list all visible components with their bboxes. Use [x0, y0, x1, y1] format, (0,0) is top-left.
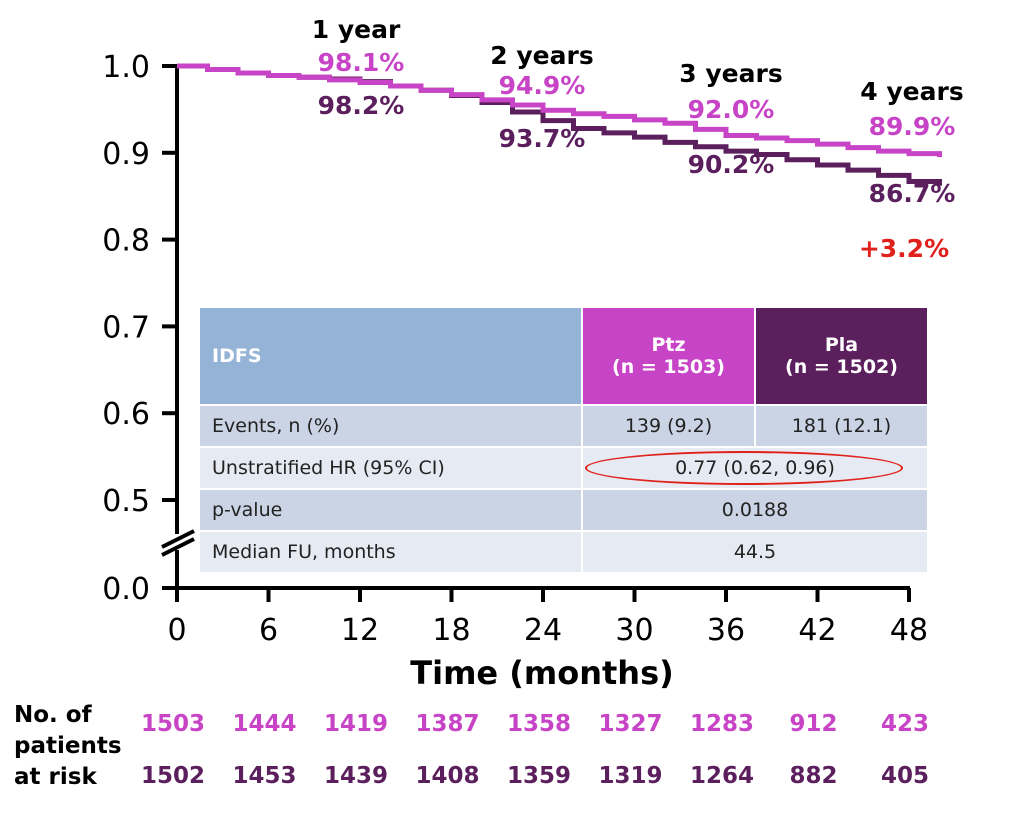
- annotation-pla-value: 98.2%: [318, 91, 405, 120]
- risk-number-pla: 1439: [323, 763, 388, 789]
- annotation-year-label: 1 year: [312, 15, 401, 44]
- difference-label: +3.2%: [859, 234, 949, 263]
- table-row-events: Events, n (%) 139 (9.2) 181 (12.1): [198, 404, 929, 448]
- risk-number-ptz: 423: [880, 711, 929, 737]
- p-value: 0.0188: [581, 488, 929, 532]
- risk-number-pla: 1264: [689, 763, 754, 789]
- annotation-ptz-value: 98.1%: [318, 48, 405, 77]
- header-pla-n: (n = 1502): [785, 356, 898, 378]
- x-tick-label: 30: [615, 613, 653, 648]
- header-idfs: IDFS: [198, 306, 583, 406]
- survival-curve-ptz: [177, 63, 942, 158]
- risk-label-line: No. of: [14, 702, 92, 728]
- highlight-ellipse: [585, 451, 903, 485]
- annotation-year-label: 2 years: [490, 41, 593, 70]
- risk-number-ptz: 1387: [415, 711, 480, 737]
- annotation-ptz-value: 89.9%: [869, 112, 956, 141]
- y-tick-label: 0.8: [102, 224, 150, 259]
- risk-number-ptz: 1419: [323, 711, 388, 737]
- y-axis: [161, 66, 195, 588]
- y-tick-label: 0.5: [102, 484, 150, 519]
- header-ptz-n: (n = 1503): [612, 356, 725, 378]
- annotation-2-years: 2 years 94.9% 93.7%: [490, 41, 593, 153]
- row-label: Unstratified HR (95% CI): [198, 446, 583, 490]
- header-ptz: Ptz (n = 1503): [581, 306, 756, 406]
- y-tick-label: 0.7: [102, 310, 150, 345]
- table-row-p-value: p-value 0.0188: [198, 488, 929, 532]
- y-tick-label: 0.9: [102, 137, 150, 172]
- x-tick-label: 36: [707, 613, 745, 648]
- y-ticks: 1.0 0.9 0.8 0.7 0.6 0.5 0.0: [102, 50, 177, 607]
- annotation-ptz-value: 92.0%: [688, 95, 775, 124]
- risk-number-ptz: 1358: [506, 711, 571, 737]
- annotation-1-year: 1 year 98.1% 98.2%: [312, 15, 405, 120]
- x-tick-label: 0: [167, 613, 186, 648]
- y-tick-label: 0.0: [102, 572, 150, 607]
- median-fu-value: 44.5: [581, 530, 929, 574]
- risk-label-line: patients: [14, 733, 122, 759]
- annotation-year-label: 3 years: [679, 59, 782, 88]
- header-ptz-name: Ptz: [651, 334, 686, 356]
- annotation-pla-value: 93.7%: [499, 124, 586, 153]
- risk-number-pla: 1359: [506, 763, 571, 789]
- risk-number-pla: 1453: [232, 763, 297, 789]
- risk-number-ptz: 1283: [689, 711, 754, 737]
- events-ptz: 139 (9.2): [581, 404, 756, 448]
- risk-number-ptz: 912: [789, 711, 838, 737]
- risk-number-pla: 1408: [415, 763, 480, 789]
- annotation-year-label: 4 years: [860, 77, 963, 106]
- risk-number-pla: 405: [880, 763, 929, 789]
- events-pla: 181 (12.1): [754, 404, 929, 448]
- y-tick-label: 0.6: [102, 397, 150, 432]
- risk-number-pla: 882: [789, 763, 838, 789]
- risk-number-ptz: 1503: [140, 711, 205, 737]
- risk-number-pla: 1502: [140, 763, 205, 789]
- annotation-ptz-value: 94.9%: [499, 71, 586, 100]
- table-row-median-fu: Median FU, months 44.5: [198, 530, 929, 574]
- annotation-3-years: 3 years 92.0% 90.2%: [679, 59, 782, 179]
- header-pla: Pla (n = 1502): [754, 306, 929, 406]
- idfs-summary-table: IDFS Ptz (n = 1503) Pla (n = 1502) Event…: [198, 306, 929, 574]
- x-tick-label: 24: [524, 613, 562, 648]
- row-label: p-value: [198, 488, 583, 532]
- table-header-row: IDFS Ptz (n = 1503) Pla (n = 1502): [198, 306, 929, 406]
- x-axis-title: Time (months): [410, 654, 673, 692]
- x-tick-label: 18: [432, 613, 470, 648]
- x-tick-label: 6: [259, 613, 278, 648]
- hazard-ratio-value: 0.77 (0.62, 0.96): [581, 446, 929, 490]
- annotation-pla-value: 86.7%: [869, 179, 956, 208]
- risk-number-pla: 1319: [598, 763, 663, 789]
- risk-label-line: at risk: [14, 764, 97, 790]
- annotation-pla-value: 90.2%: [688, 150, 775, 179]
- x-tick-label: 42: [798, 613, 836, 648]
- risk-number-ptz: 1327: [598, 711, 663, 737]
- y-tick-label: 1.0: [102, 50, 150, 85]
- axis-break-icon: [161, 529, 195, 557]
- risk-number-ptz: 1444: [232, 711, 297, 737]
- series-layer: [177, 63, 942, 186]
- annotation-4-years: 4 years 89.9% 86.7%: [860, 77, 963, 208]
- row-label: Median FU, months: [198, 530, 583, 574]
- x-ticks: 0 6 12 18 24 30 36 42 48: [167, 588, 928, 648]
- header-pla-name: Pla: [824, 334, 859, 356]
- risk-table-label: No. of patients at risk: [14, 700, 122, 793]
- table-row-hazard-ratio: Unstratified HR (95% CI) 0.77 (0.62, 0.9…: [198, 446, 929, 490]
- hazard-ratio-text: 0.77 (0.62, 0.96): [675, 457, 835, 479]
- x-tick-label: 12: [341, 613, 379, 648]
- row-label: Events, n (%): [198, 404, 583, 448]
- x-tick-label: 48: [890, 613, 928, 648]
